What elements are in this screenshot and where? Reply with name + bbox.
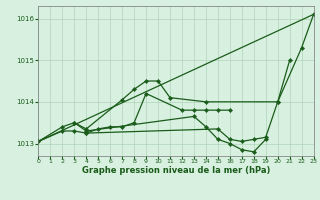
X-axis label: Graphe pression niveau de la mer (hPa): Graphe pression niveau de la mer (hPa) <box>82 166 270 175</box>
